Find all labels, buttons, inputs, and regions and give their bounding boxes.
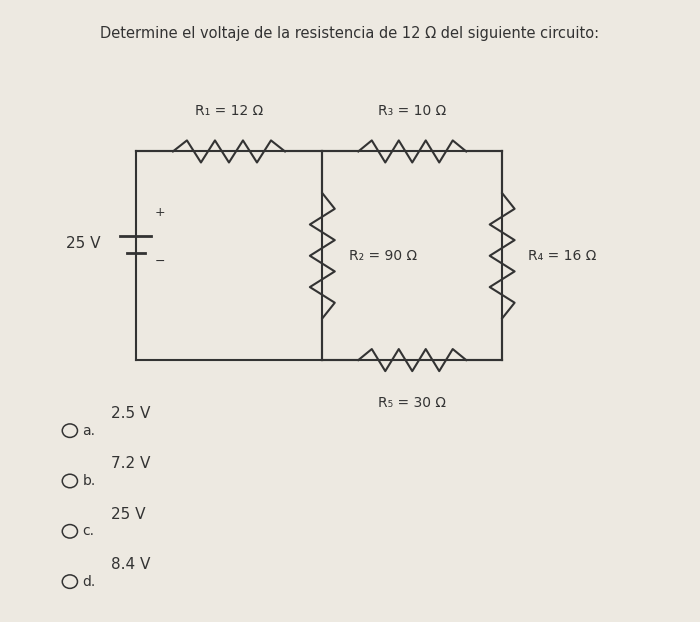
Text: 25 V: 25 V: [111, 507, 146, 522]
Text: c.: c.: [83, 524, 94, 538]
Text: 2.5 V: 2.5 V: [111, 406, 150, 421]
Text: R₁ = 12 Ω: R₁ = 12 Ω: [195, 104, 263, 118]
Text: R₃ = 10 Ω: R₃ = 10 Ω: [378, 104, 447, 118]
Text: d.: d.: [83, 575, 96, 588]
Text: a.: a.: [83, 424, 95, 438]
Text: +: +: [154, 207, 165, 220]
Text: Determine el voltaje de la resistencia de 12 Ω del siguiente circuito:: Determine el voltaje de la resistencia d…: [100, 26, 600, 40]
Text: 7.2 V: 7.2 V: [111, 457, 150, 471]
Text: 8.4 V: 8.4 V: [111, 557, 150, 572]
Text: R₄ = 16 Ω: R₄ = 16 Ω: [528, 249, 597, 262]
Text: R₂ = 90 Ω: R₂ = 90 Ω: [349, 249, 416, 262]
Text: −: −: [154, 256, 164, 269]
Text: b.: b.: [83, 474, 96, 488]
Text: R₅ = 30 Ω: R₅ = 30 Ω: [378, 396, 447, 410]
Text: 25 V: 25 V: [66, 236, 101, 251]
